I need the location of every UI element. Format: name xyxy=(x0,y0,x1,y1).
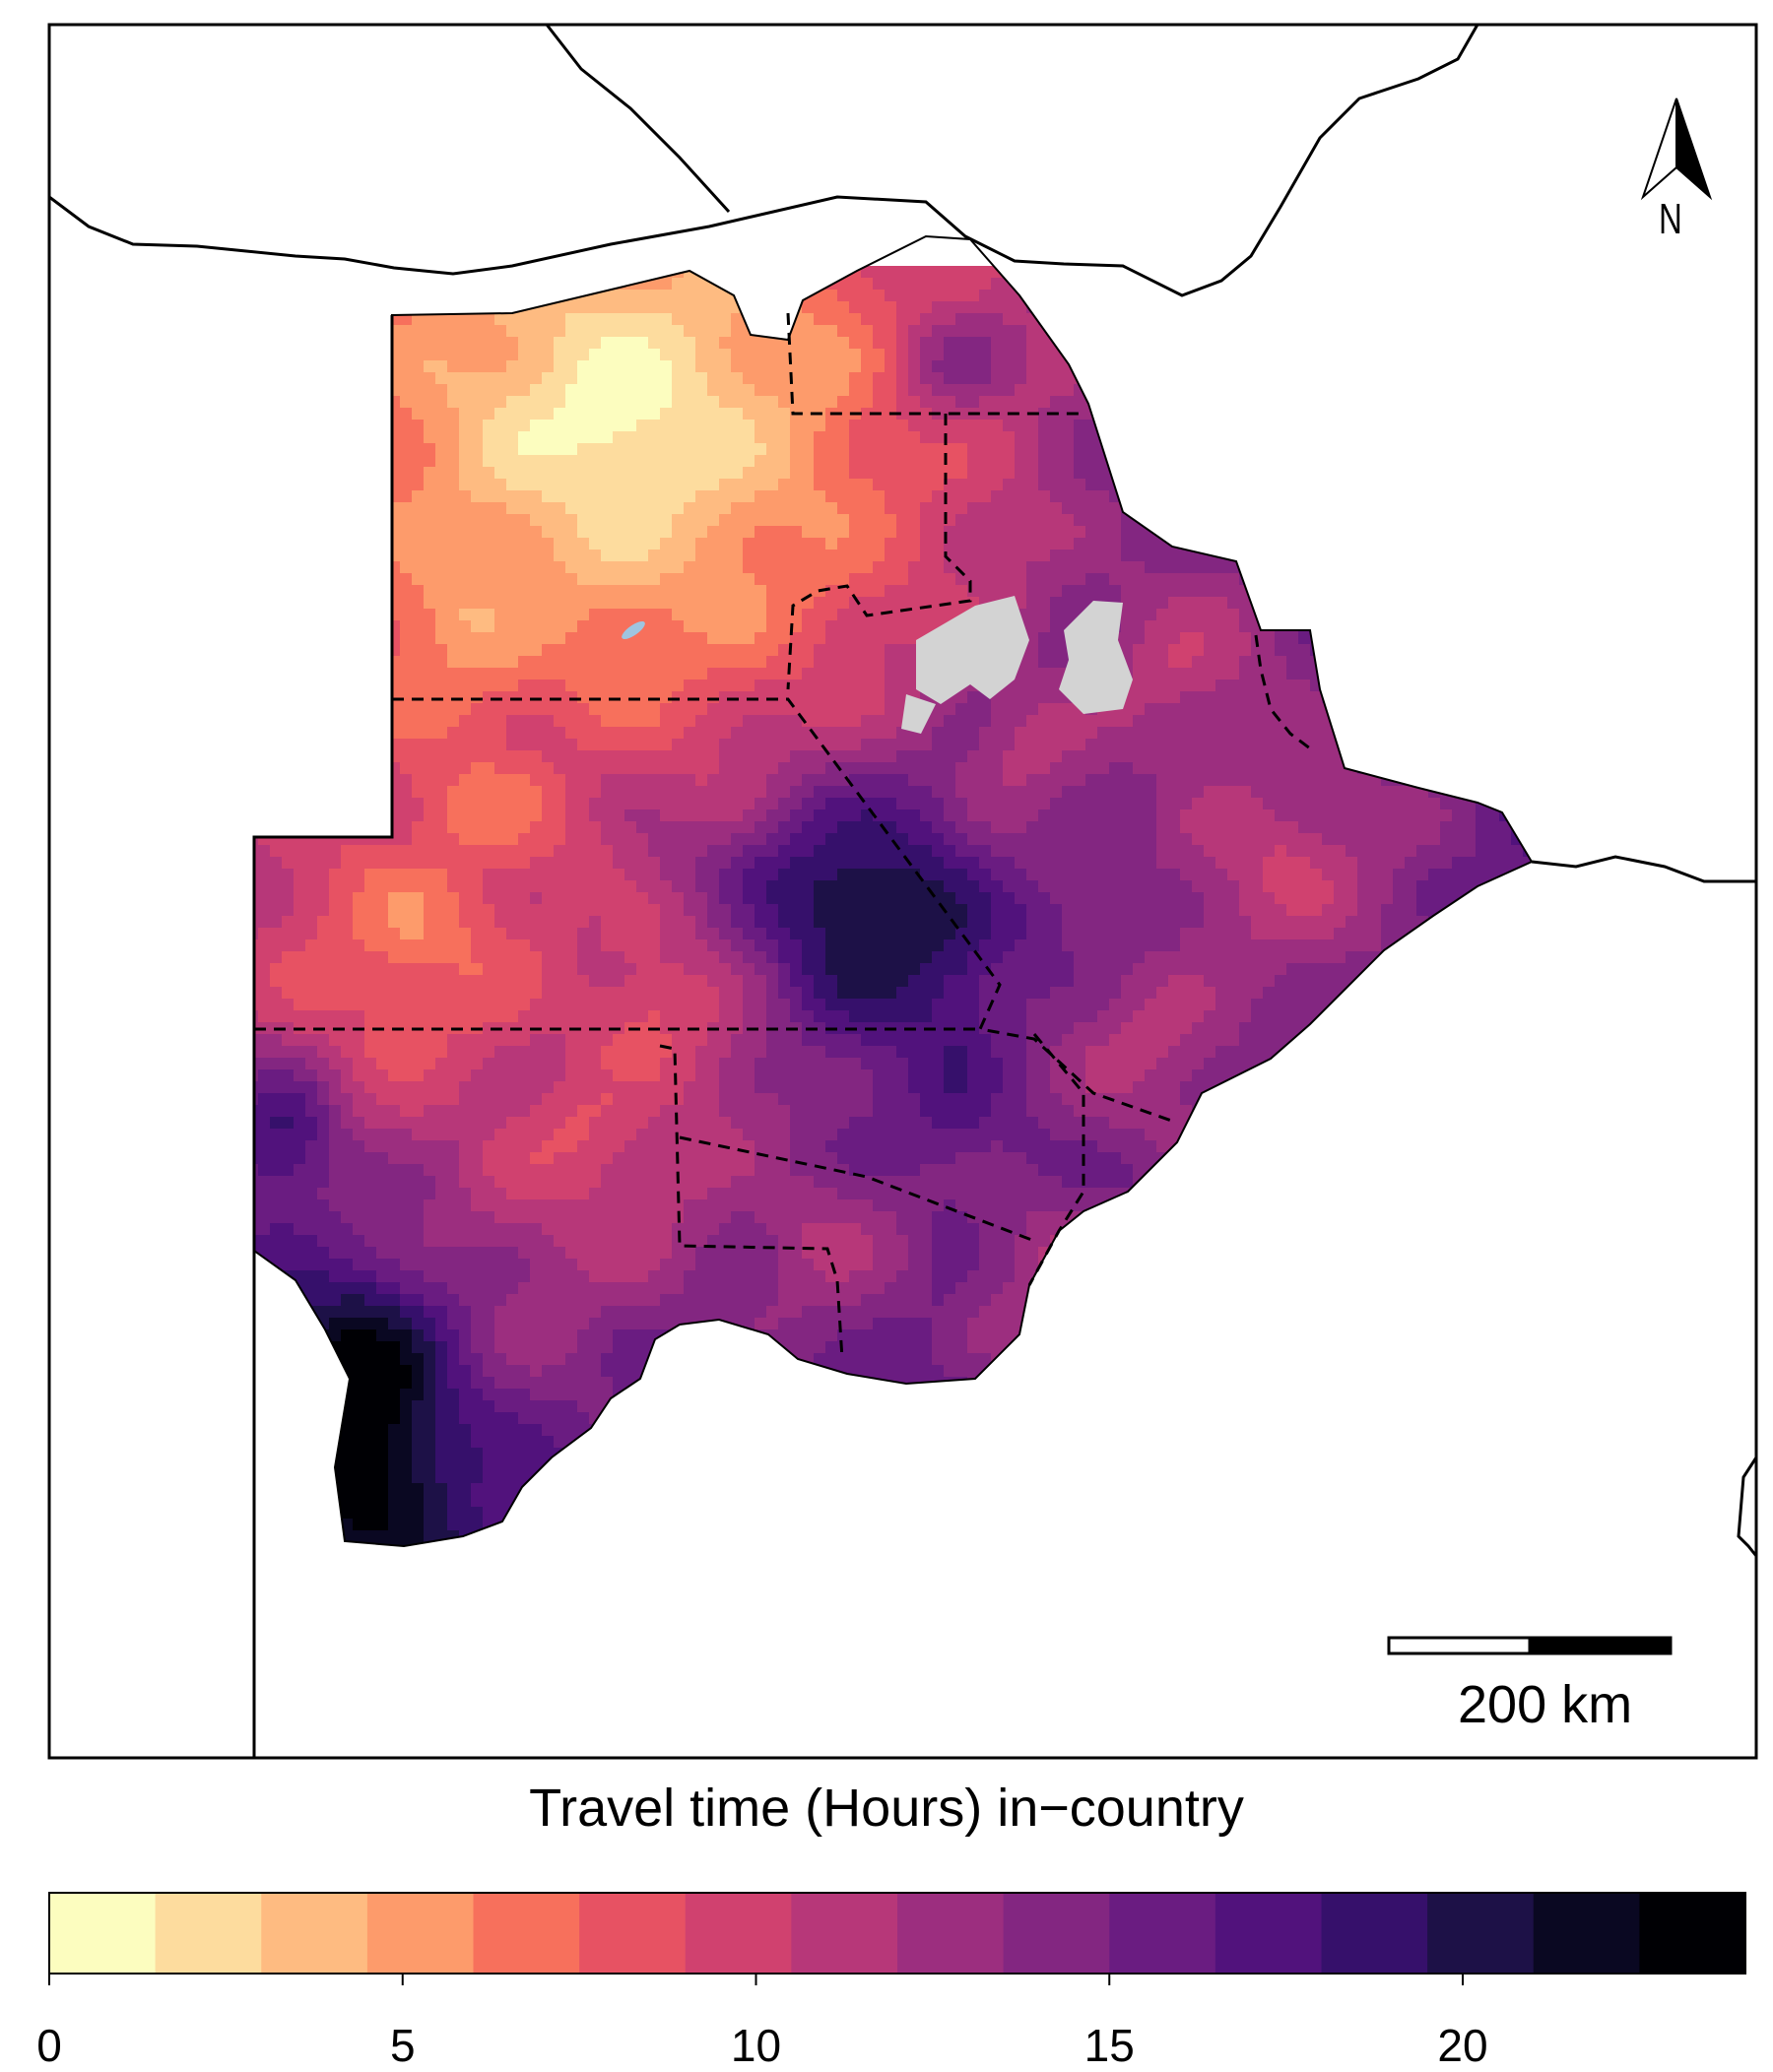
legend-tick-label: 0 xyxy=(36,2019,62,2072)
legend-bin-2 xyxy=(261,1893,367,1974)
legend-tick-label: 20 xyxy=(1437,2019,1487,2072)
legend-bin-9 xyxy=(1004,1893,1110,1974)
legend-bin-8 xyxy=(897,1893,1004,1974)
legend-bin-6 xyxy=(686,1893,792,1974)
legend-bin-0 xyxy=(49,1893,156,1974)
legend-bin-7 xyxy=(791,1893,897,1974)
legend-title: Travel time (Hours) in−country xyxy=(0,1778,1773,1839)
legend-tick-label: 5 xyxy=(390,2019,416,2072)
legend-tick-label: 10 xyxy=(731,2019,781,2072)
legend-bin-13 xyxy=(1427,1893,1534,1974)
legend-bin-3 xyxy=(367,1893,474,1974)
scale-bar-label: 200 km xyxy=(1458,1674,1632,1735)
legend-bin-1 xyxy=(156,1893,262,1974)
north-label: N xyxy=(1659,195,1682,244)
legend-bin-10 xyxy=(1109,1893,1215,1974)
legend-tick-label: 15 xyxy=(1084,2019,1135,2072)
legend-bin-12 xyxy=(1322,1893,1428,1974)
legend-bin-4 xyxy=(474,1893,580,1974)
legend-bin-15 xyxy=(1639,1893,1745,1974)
legend-bin-5 xyxy=(579,1893,686,1974)
legend-bin-14 xyxy=(1534,1893,1640,1974)
legend-bin-11 xyxy=(1215,1893,1322,1974)
